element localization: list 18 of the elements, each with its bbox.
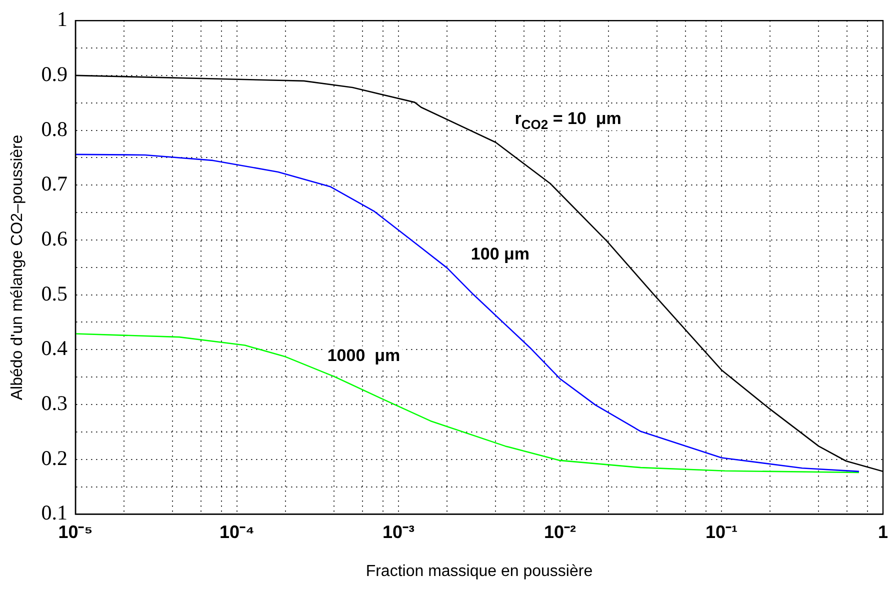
y-tick-label: 0.8: [41, 116, 68, 141]
y-tick-label: 0.5: [41, 281, 68, 306]
y-tick-label: 0.3: [41, 391, 68, 416]
y-tick-label: 0.2: [41, 446, 68, 470]
x-tick-label: 10⁻⁴: [219, 522, 254, 542]
annotation: 1000 μm: [327, 346, 400, 365]
y-tick-label: 0.9: [41, 62, 68, 86]
y-axis-title: Albédo d'un mélange CO2–poussière: [9, 134, 26, 400]
annotation: 100 μm: [470, 244, 530, 264]
y-tick-label: 0.7: [41, 172, 68, 196]
x-axis-title: Fraction massique en poussière: [366, 562, 593, 580]
x-tick-label: 10⁻²: [544, 522, 576, 542]
y-tick-label: 0.4: [41, 336, 68, 360]
x-tick-label: 10⁻¹: [705, 522, 738, 542]
y-tick-label: 0.6: [41, 226, 68, 250]
x-tick-label: 1: [878, 522, 888, 542]
y-tick-label: 1: [56, 7, 68, 32]
x-tick-label: 10⁻³: [382, 522, 414, 542]
